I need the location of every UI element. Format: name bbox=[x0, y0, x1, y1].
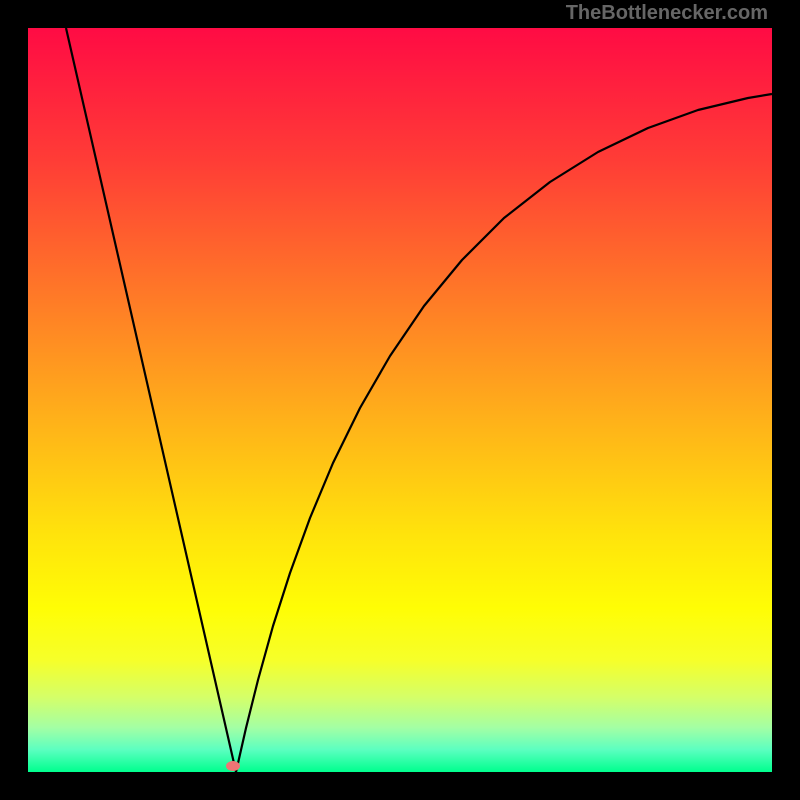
bottleneck-curve bbox=[28, 28, 772, 772]
minimum-marker bbox=[226, 761, 240, 771]
watermark-text: TheBottlenecker.com bbox=[566, 2, 768, 25]
chart-container: { "watermark": "TheBottlenecker.com", "f… bbox=[0, 0, 800, 800]
frame-right bbox=[772, 0, 800, 800]
frame-left bbox=[0, 0, 28, 800]
frame-bottom bbox=[0, 772, 800, 800]
curve-path bbox=[66, 28, 772, 772]
plot-area bbox=[28, 28, 772, 772]
